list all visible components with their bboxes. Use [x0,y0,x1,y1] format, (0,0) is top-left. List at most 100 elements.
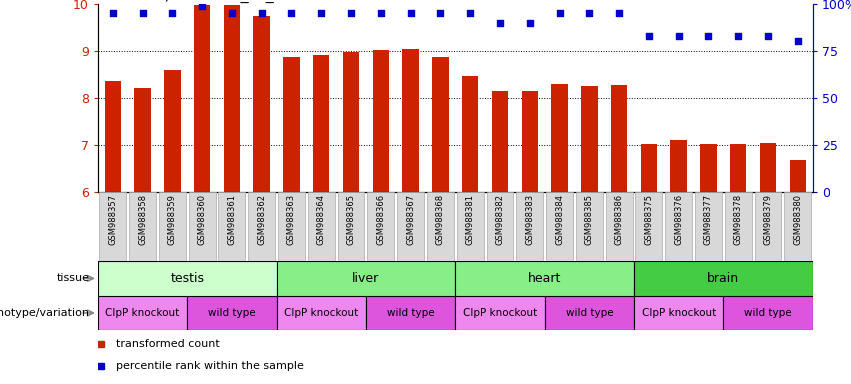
Bar [725,192,751,261]
Text: GSM988359: GSM988359 [168,194,177,245]
Text: heart: heart [528,272,562,285]
Point [165,10,179,17]
Point [344,10,357,17]
Text: GSM988360: GSM988360 [197,194,207,245]
Bar [403,50,419,192]
Text: GSM988368: GSM988368 [436,194,445,245]
Bar [546,192,573,261]
Bar [641,144,657,192]
Point [463,10,477,17]
Bar [462,76,478,192]
Point [284,10,298,17]
Bar [636,192,662,261]
Bar [159,192,186,261]
Bar [98,296,187,330]
Text: GSM988366: GSM988366 [376,194,386,245]
Bar [790,160,806,192]
Text: GSM988376: GSM988376 [674,194,683,245]
Text: GSM988365: GSM988365 [346,194,356,245]
Text: GSM988357: GSM988357 [108,194,117,245]
Text: GSM988384: GSM988384 [555,194,564,245]
Bar [634,261,813,296]
Point [553,10,567,17]
Text: GSM988381: GSM988381 [465,194,475,245]
Bar [105,81,121,192]
Bar [432,58,448,192]
Bar [308,192,334,261]
Text: testis: testis [170,272,204,285]
Bar [343,52,359,192]
Bar [606,192,632,261]
Point [374,10,387,17]
Text: GSM988380: GSM988380 [793,194,802,245]
Text: GSM988375: GSM988375 [644,194,654,245]
Bar [187,296,277,330]
Bar [730,144,746,192]
Text: GSM988383: GSM988383 [525,194,534,245]
Text: ClpP knockout: ClpP knockout [106,308,180,318]
Bar [455,261,634,296]
Bar [224,5,240,192]
Text: GSM988363: GSM988363 [287,194,296,245]
Bar [397,192,424,261]
Bar [611,85,627,192]
Bar [373,50,389,192]
Bar [338,192,364,261]
Text: percentile rank within the sample: percentile rank within the sample [116,361,304,371]
Bar [457,192,483,261]
Bar [487,192,513,261]
Text: liver: liver [352,272,380,285]
Bar [283,56,300,192]
Bar [427,192,454,261]
Bar [100,192,126,261]
Bar [760,142,776,192]
Bar [665,192,692,261]
Point [136,10,150,17]
Bar [278,192,305,261]
Text: wild type: wild type [745,308,791,318]
Bar [277,296,366,330]
Bar [755,192,781,261]
Point [701,33,715,39]
Point [612,10,625,17]
Point [642,33,655,39]
Point [196,3,209,9]
Bar [313,55,329,192]
Bar [634,296,723,330]
Bar [164,70,180,192]
Text: brain: brain [707,272,740,285]
Text: GSM988364: GSM988364 [317,194,326,245]
Bar [723,296,813,330]
Text: GSM988367: GSM988367 [406,194,415,245]
Bar [189,192,215,261]
Bar [545,296,634,330]
Text: GSM988379: GSM988379 [763,194,773,245]
Bar [785,192,811,261]
Bar [671,140,687,192]
Point [493,20,506,26]
Point [403,10,417,17]
Point [106,10,119,17]
Bar [695,192,722,261]
Text: GSM988382: GSM988382 [495,194,505,245]
Bar [366,296,455,330]
Point [761,33,774,39]
Bar [576,192,603,261]
Text: ClpP knockout: ClpP knockout [642,308,716,318]
Text: GSM988377: GSM988377 [704,194,713,245]
Bar [98,261,277,296]
Point [791,38,805,45]
Text: GSM988385: GSM988385 [585,194,594,245]
Bar [194,5,210,192]
Bar [517,192,543,261]
Text: GSM988361: GSM988361 [227,194,237,245]
Point [523,20,536,26]
Point [225,10,238,17]
Bar [277,261,455,296]
Point [672,33,686,39]
Text: wild type: wild type [566,308,613,318]
Bar [581,86,597,192]
Text: GSM988378: GSM988378 [734,194,743,245]
Bar [700,144,717,192]
Point [315,10,328,17]
